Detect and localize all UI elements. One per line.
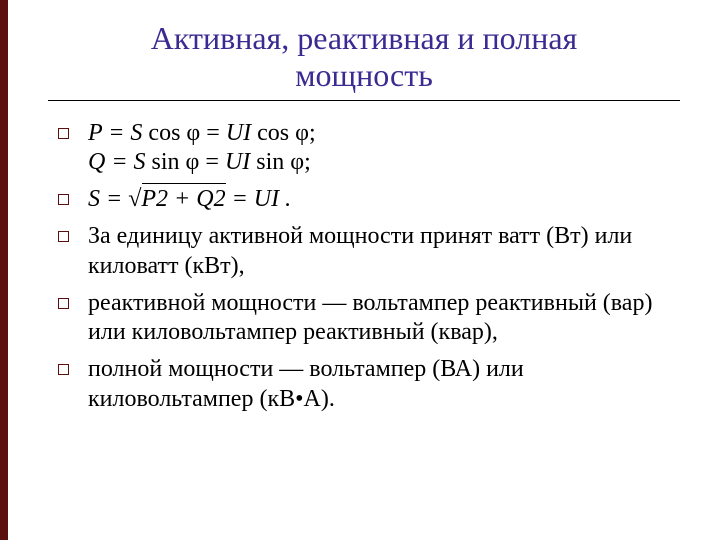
title-underline <box>48 100 680 101</box>
bullet-text: полной мощности — вольтампер (ВА) или ки… <box>88 356 524 411</box>
sqrt-radicand: P2 + Q2 <box>141 186 225 212</box>
title-line-2: мощность <box>295 57 433 93</box>
slide-title: Активная, реактивная и полная мощность <box>48 20 680 94</box>
list-item: S = √P2 + Q2 = UI . <box>54 185 674 214</box>
list-item: За единицу активной мощности принят ватт… <box>54 222 674 281</box>
list-item: полной мощности — вольтампер (ВА) или ки… <box>54 355 674 414</box>
bullet-text: За единицу активной мощности принят ватт… <box>88 223 632 278</box>
bullet-text: реактивной мощности — вольтампер реактив… <box>88 290 652 345</box>
formula-text: sin φ = <box>152 149 225 175</box>
formula-text: S = <box>88 186 128 212</box>
formula-text: cos φ; <box>257 120 316 146</box>
sqrt-vinculum <box>142 183 225 184</box>
bullet-list: P = S cos φ = UI cos φ; Q = S sin φ = UI… <box>48 119 680 414</box>
sqrt-expression: √P2 + Q2 <box>128 185 225 214</box>
title-line-1: Активная, реактивная и полная <box>151 20 578 56</box>
formula-text: sin φ; <box>256 149 311 175</box>
slide-container: Активная, реактивная и полная мощность P… <box>0 0 720 540</box>
formula-text: cos φ = <box>148 120 225 146</box>
formula-text: = UI . <box>226 186 292 212</box>
list-item: реактивной мощности — вольтампер реактив… <box>54 289 674 348</box>
formula-text: P = S <box>88 120 148 146</box>
formula-text: UI <box>225 149 256 175</box>
formula-text: UI <box>226 120 257 146</box>
formula-text: Q = S <box>88 149 152 175</box>
list-item: P = S cos φ = UI cos φ; Q = S sin φ = UI… <box>54 119 674 178</box>
